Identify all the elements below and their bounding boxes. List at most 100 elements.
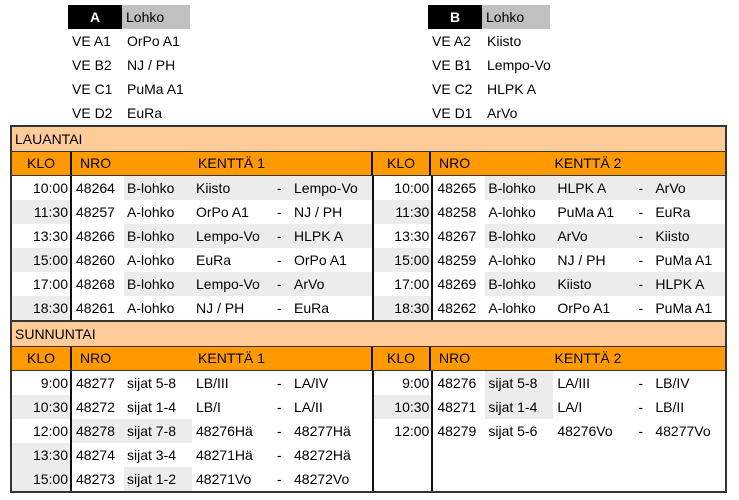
time-cell bbox=[374, 443, 431, 467]
match-number: 48257 bbox=[76, 204, 115, 220]
field-column-field2: 9:00 10:30 12:00 48276 sijat 5-8 LA/III - LB/IV… bbox=[372, 371, 725, 491]
match-row[interactable]: 48277 sijat 5-8 LB/III - LA/IV bbox=[72, 371, 372, 395]
match-row[interactable]: 48265 B-lohko HLPK A - ArVo bbox=[433, 176, 725, 200]
home-team: NJ / PH bbox=[196, 300, 245, 316]
match-row[interactable]: 48279 sijat 5-6 48276Vo -48277Vo bbox=[433, 419, 725, 443]
match-number: 48266 bbox=[76, 228, 115, 244]
away-team: EuRa bbox=[294, 300, 330, 316]
home-team: HLPK A bbox=[553, 176, 639, 200]
match-row[interactable]: 48267 B-lohko ArVo - Kiisto bbox=[433, 224, 725, 248]
match-row[interactable]: 48266 B-lohko Lempo-Vo - HLPK A bbox=[72, 224, 372, 248]
group-entry: VE A2 Kiisto bbox=[428, 29, 551, 53]
seed-code: VE A2 bbox=[432, 33, 471, 49]
team-name: Kiisto bbox=[487, 33, 522, 49]
dash: - bbox=[277, 471, 282, 487]
time-cell: 10:00 bbox=[12, 176, 70, 200]
home-team: Kiisto bbox=[192, 176, 277, 200]
match-time: 17:00 bbox=[394, 276, 430, 292]
time-cell: 12:00 bbox=[12, 419, 70, 443]
match-row[interactable]: 48261 A-lohko NJ / PH - EuRa bbox=[72, 296, 372, 320]
time-column: 9:00 10:30 12:00 bbox=[374, 371, 432, 491]
match-row[interactable]: 48260 A-lohko EuRa - OrPo A1 bbox=[72, 248, 372, 272]
seed-code: VE B1 bbox=[432, 57, 472, 73]
match-number: 48277 bbox=[76, 375, 115, 391]
home-team: 48276Vo bbox=[557, 423, 613, 439]
day-title: SUNNUNTAI bbox=[12, 322, 725, 347]
match-time: 12:00 bbox=[394, 423, 430, 439]
match-row[interactable]: 48262 A-lohko OrPo A1 - PuMa A1 bbox=[433, 296, 725, 320]
group-a: A Lohko VE A1 OrPo A1 VE B2 NJ / PH VE C1 PuMa … bbox=[68, 5, 190, 125]
match-group: B-lohko bbox=[485, 176, 554, 200]
match-number: 48259 bbox=[437, 252, 477, 268]
match-row[interactable]: 48257 A-lohko OrPo A1 - NJ / PH bbox=[72, 200, 372, 224]
match-time: 18:30 bbox=[394, 300, 430, 316]
match-row[interactable]: 48269 B-lohko Kiisto - HLPK A bbox=[433, 272, 725, 296]
match-row[interactable] bbox=[433, 467, 725, 491]
dash: - bbox=[277, 252, 282, 268]
header-klo: KLO bbox=[26, 155, 55, 171]
away-team: 48272Hä bbox=[294, 447, 351, 463]
match-number: 48267 bbox=[437, 228, 477, 244]
match-time: 11:30 bbox=[34, 204, 68, 220]
match-time: 15:00 bbox=[32, 252, 68, 268]
home-team: 48271Vo bbox=[196, 471, 252, 487]
time-column: 9:00 10:30 12:00 13:30 15:00 bbox=[12, 371, 70, 491]
match-time: 18:30 bbox=[32, 300, 68, 316]
column-header-field1: KLO NRO KENTTÄ 1 bbox=[12, 152, 371, 175]
away-team: 48277Vo bbox=[655, 423, 711, 439]
group-header: A Lohko bbox=[68, 5, 190, 29]
match-number: 48276 bbox=[437, 375, 477, 391]
match-row[interactable]: 48259 A-lohko NJ / PH - PuMa A1 bbox=[433, 248, 725, 272]
match-row[interactable] bbox=[433, 443, 725, 467]
match-time: 10:30 bbox=[32, 399, 68, 415]
column-headers: KLO NRO KENTTÄ 1 KLO NRO KENTTÄ 2 bbox=[12, 152, 725, 176]
home-team: 48271Hä bbox=[196, 447, 253, 463]
home-team: 48276Hä bbox=[196, 423, 253, 439]
team-name: HLPK A bbox=[487, 81, 537, 97]
match-row[interactable]: 48272 sijat 1-4 LB/I - LA/II bbox=[72, 395, 372, 419]
header-klo: KLO bbox=[26, 350, 55, 366]
away-team: ArVo bbox=[653, 176, 725, 200]
field-column-field1: 10:00 11:30 13:30 15:00 17:00 18:30 48264 B-loh… bbox=[12, 176, 372, 320]
dash: - bbox=[277, 272, 292, 296]
seed-code: VE D1 bbox=[432, 105, 473, 121]
column-header-field1: KLO NRO KENTTÄ 1 bbox=[12, 347, 371, 370]
home-team: LB/III bbox=[196, 375, 229, 391]
match-row[interactable]: 48271 sijat 1-4 LA/I - LB/II bbox=[433, 395, 725, 419]
match-number: 48273 bbox=[76, 471, 115, 487]
seed-code: VE B2 bbox=[72, 57, 112, 73]
away-team: EuRa bbox=[655, 204, 691, 220]
match-time: 13:30 bbox=[394, 228, 430, 244]
group-entry: VE C2 HLPK A bbox=[428, 77, 551, 101]
away-team: OrPo A1 bbox=[294, 252, 347, 268]
match-number: 48279 bbox=[437, 423, 477, 439]
match-row[interactable]: 48268 B-lohko Lempo-Vo - ArVo bbox=[72, 272, 372, 296]
match-row[interactable]: 48273 sijat 1-2 48271Vo -48272Vo bbox=[72, 467, 372, 491]
time-column: 10:00 11:30 13:30 15:00 17:00 18:30 bbox=[12, 176, 70, 320]
time-cell: 13:30 bbox=[12, 224, 70, 248]
match-number: 48262 bbox=[437, 300, 477, 316]
group-entry: VE B2 NJ / PH bbox=[68, 53, 190, 77]
match-row[interactable]: 48276 sijat 5-8 LA/III - LB/IV bbox=[433, 371, 725, 395]
match-row[interactable]: 48274 sijat 3-4 48271Hä -48272Hä bbox=[72, 443, 372, 467]
match-time: 15:00 bbox=[394, 252, 430, 268]
home-team: EuRa bbox=[196, 252, 232, 268]
away-team: HLPK A bbox=[292, 224, 372, 248]
match-row[interactable]: 48278 sijat 7-8 48276Hä -48277Hä bbox=[72, 419, 372, 443]
match-time: 9:00 bbox=[40, 375, 68, 391]
time-cell: 9:00 bbox=[374, 371, 431, 395]
match-group: B-lohko bbox=[124, 176, 192, 200]
header-klo: KLO bbox=[371, 347, 429, 370]
match-group: A-lohko bbox=[488, 252, 536, 268]
match-row[interactable]: 48258 A-lohko PuMa A1 - EuRa bbox=[433, 200, 725, 224]
match-time: 13:30 bbox=[32, 228, 68, 244]
seed-code: VE A1 bbox=[72, 33, 111, 49]
time-cell: 15:00 bbox=[374, 248, 432, 272]
day-title: LAUANTAI bbox=[12, 127, 725, 152]
match-number: 48258 bbox=[437, 204, 477, 220]
away-team: HLPK A bbox=[653, 272, 725, 296]
match-row[interactable]: 48264 B-lohko Kiisto - Lempo-Vo bbox=[72, 176, 372, 200]
time-cell: 15:00 bbox=[12, 248, 70, 272]
group-letter: B bbox=[428, 5, 482, 29]
away-team: LA/IV bbox=[294, 375, 329, 391]
